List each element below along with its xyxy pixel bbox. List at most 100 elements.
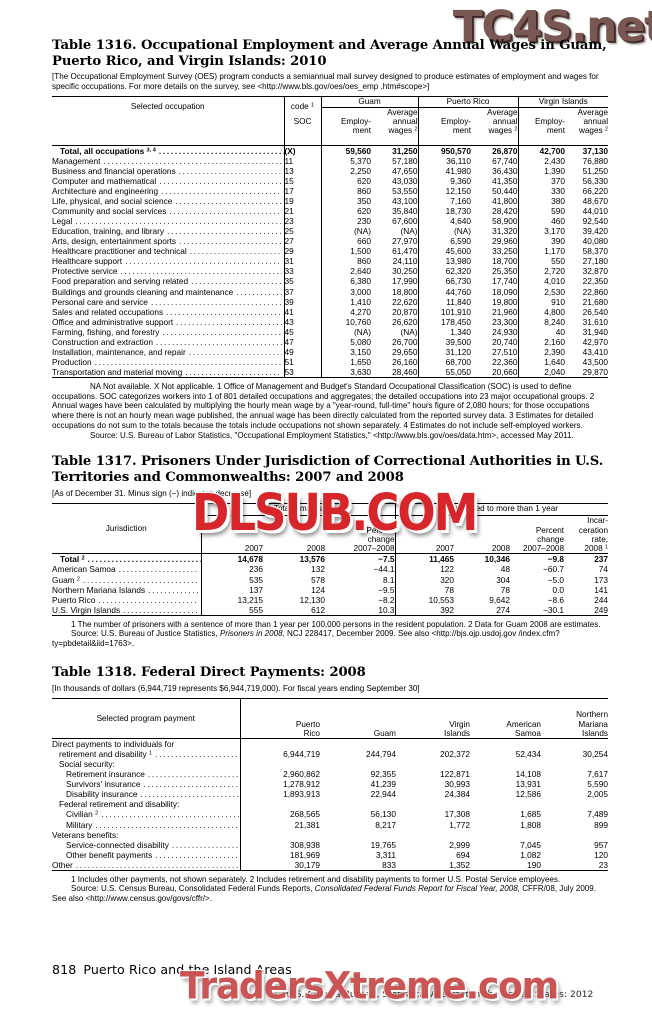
table-cell: 43,100 <box>392 196 418 207</box>
table-cell: 390 <box>517 236 566 247</box>
table-cell: 8,240 <box>517 316 566 327</box>
table-cell: 12,130 <box>299 594 325 605</box>
table-cell-empty <box>320 759 396 769</box>
table-cell: 18,730 <box>417 206 472 217</box>
row-label: Personal care and service...............… <box>52 296 282 307</box>
table-cell-empty <box>396 830 470 840</box>
table-cell: 1,390 <box>517 165 566 176</box>
table-cell: 612 <box>311 604 325 615</box>
table-row: Farming, fishing, and forestry..........… <box>52 326 608 337</box>
table-cell: 1,808 <box>520 819 541 830</box>
table-cell: 17,990 <box>392 276 418 287</box>
footnote-ref: 1 <box>604 544 609 551</box>
table-cell: 21,960 <box>492 306 518 317</box>
row-label: U.S. Virgin Islands.....................… <box>52 604 199 615</box>
col-virgin-islands: Virgin Islands <box>444 719 470 738</box>
table-cell: 26,160 <box>392 356 418 367</box>
row-label: Retirement insurance....................… <box>66 769 240 780</box>
row-label: Transportation and material moving......… <box>52 366 282 377</box>
table-cell: 24,110 <box>392 256 418 267</box>
table-cell: 5,080 <box>320 336 371 347</box>
table-cell: 6,380 <box>320 276 371 287</box>
table-cell: 1,082 <box>520 849 541 860</box>
table-cell: 1,772 <box>449 819 470 830</box>
table-cell: 304 <box>496 574 511 585</box>
table-cell: 22,860 <box>582 286 609 297</box>
table-1316: SOC Guam Puerto Rico Virgin Islands Empl… <box>52 96 609 378</box>
soc-code-cell: 53 <box>283 366 321 378</box>
footnote-ref: 1 <box>310 101 315 108</box>
col-incarceration-rate: Incar-ceration rate, 2008 1 <box>578 516 609 554</box>
table-row: Retirement insurance....................… <box>52 769 608 780</box>
table-row: Community and social services...........… <box>52 206 608 217</box>
table-cell: 66,730 <box>417 276 472 287</box>
table-row: Construction and extraction.............… <box>52 336 608 347</box>
footnote-ref: 2 <box>81 555 85 562</box>
row-label: Community and social services...........… <box>52 206 282 217</box>
soc-code-cell: 39 <box>283 296 321 307</box>
table-cell: 33,250 <box>492 246 518 257</box>
table-cell: 25,350 <box>492 266 518 277</box>
table-cell: 7,617 <box>587 769 608 780</box>
table-1318-stub-header: Selected program payment <box>96 713 195 723</box>
table-cell: 92,540 <box>582 216 609 227</box>
table-cell: 48 <box>500 564 511 575</box>
table-cell: 39,420 <box>582 226 609 237</box>
table-cell: 20,870 <box>392 306 418 317</box>
table-cell: 58,900 <box>492 216 518 227</box>
table-cell: 29,870 <box>582 366 609 377</box>
table-row: Disability insurance....................… <box>52 789 608 800</box>
table-cell: 78 <box>394 584 455 595</box>
table-row: Puerto Rico.............................… <box>52 594 608 605</box>
table-cell: 320 <box>394 574 455 585</box>
col-guam-employment: Employ-ment <box>320 107 371 136</box>
table-cell: 1,278,912 <box>239 779 320 790</box>
table-cell: −8.2 <box>378 594 395 605</box>
table-cell: 380 <box>517 196 566 207</box>
table-cell-empty <box>470 830 541 840</box>
col-american-samoa: American Samoa <box>506 719 541 738</box>
row-label: Installation, maintenance, and repair...… <box>52 346 282 357</box>
soc-code-cell: (X) <box>283 145 321 156</box>
table-1317-source: Source: U.S. Bureau of Justice Statistic… <box>52 629 560 649</box>
table-cell: 101,910 <box>417 306 472 317</box>
table-cell-empty <box>239 738 320 750</box>
row-label: Farming, fishing, and forestry..........… <box>52 326 282 337</box>
table-cell: 2,040 <box>517 366 566 378</box>
table-cell: 40 <box>517 326 566 337</box>
table-cell: 22,944 <box>370 789 396 800</box>
table-cell: 392 <box>394 604 455 616</box>
table-1318-headnote: [In thousands of dollars (6,944,719 repr… <box>52 683 420 693</box>
table-cell: 141 <box>594 584 609 595</box>
table-row: Other benefit payments..................… <box>52 849 608 860</box>
table-cell: 10.3 <box>378 604 395 615</box>
table-cell: 11,465 <box>394 553 455 565</box>
table-cell-empty <box>541 759 608 769</box>
table-cell: 22,350 <box>582 276 609 287</box>
table-1318: Selected program payment Puerto Rico Guam… <box>52 698 608 871</box>
row-label: Other...................................… <box>52 859 238 870</box>
table-1316-block: Table 1316. Occupational Employment and … <box>52 38 609 440</box>
table-cell: 2,005 <box>587 789 608 800</box>
table-row: Office and administrative support.......… <box>52 316 608 327</box>
table-cell: 67,600 <box>392 216 418 227</box>
table-cell-empty <box>320 739 396 750</box>
table-cell: 330 <box>517 186 566 197</box>
table-cell: 24,930 <box>492 326 518 337</box>
table-cell: 1,352 <box>449 859 470 870</box>
table-cell: 42,700 <box>517 145 566 156</box>
table-cell: 13,215 <box>200 594 263 605</box>
table-row: Federal retirement and disability:......… <box>52 799 608 810</box>
table-cell: 860 <box>320 186 371 197</box>
table-cell-empty <box>239 829 320 840</box>
col-sent-2008: 2008 <box>491 544 511 554</box>
table-cell: 45,600 <box>417 246 472 257</box>
table-cell: 10,760 <box>320 316 371 327</box>
table-cell: 13,931 <box>515 779 541 790</box>
table-cell: 19,765 <box>370 839 396 850</box>
table-cell: 51,250 <box>582 165 609 176</box>
row-label: Production..............................… <box>52 356 282 367</box>
col-sent-pct-change: Percent change 2007–2008 <box>523 525 565 554</box>
table-cell: 56,330 <box>582 176 609 186</box>
